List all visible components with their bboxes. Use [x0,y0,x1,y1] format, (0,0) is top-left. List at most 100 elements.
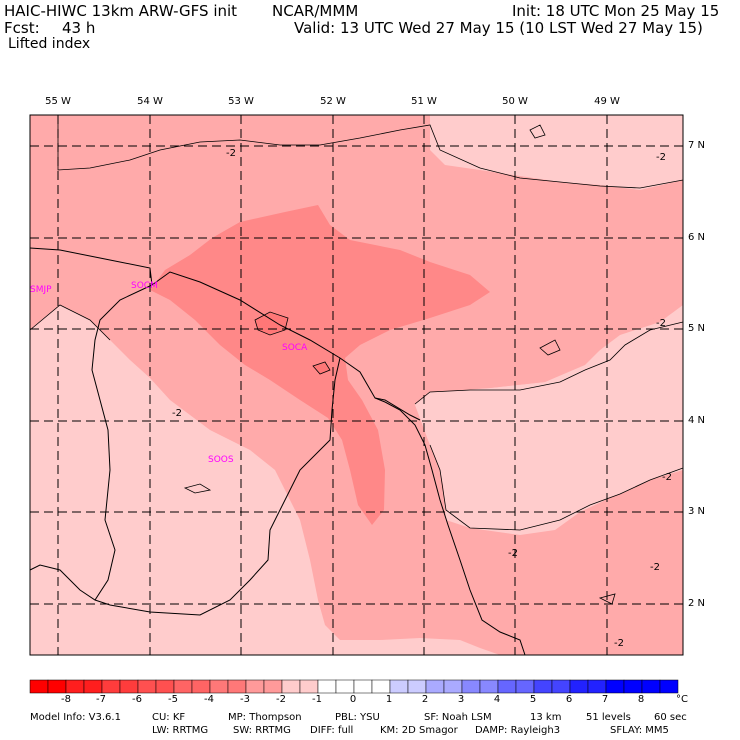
colorbar-swatch [443,679,463,694]
station-label-soos: SOOS [208,455,234,465]
colorbar-tick: -5 [168,694,178,705]
colorbar-swatch [83,679,103,694]
colorbar-swatch [263,679,283,694]
footer-pbl: PBL: YSU [335,712,380,723]
colorbar-swatch [227,679,247,694]
lon-label-50w: 50 W [502,96,528,107]
footer-resolution: 13 km [530,712,562,723]
colorbar-tick: -3 [240,694,250,705]
lat-label-3n: 3 N [688,506,706,517]
contour-label: -2 [656,152,666,163]
footer-sw: SW: RRTMG [233,725,291,736]
contour-labels: -2 -2 -2 -2 -2 -2 -2 -2 [172,148,672,649]
forecast-hour: 43 h [62,19,96,37]
lon-label-51w: 51 W [411,96,437,107]
colorbar-swatch [191,679,211,694]
colorbar-swatch [101,679,121,694]
init-time: Init: 18 UTC Mon 25 May 15 [512,2,720,20]
footer-sf: SF: Noah LSM [424,712,492,723]
colorbar-swatch [209,679,229,694]
station-labels: SMJP SOCM SOCA SOOS [30,281,308,465]
colorbar-swatch [353,679,373,694]
colorbar-swatch [587,679,607,694]
colorbar-tick: -2 [276,694,286,705]
colorbar-swatch [335,679,355,694]
lon-label-54w: 54 W [137,96,163,107]
contour-label: -2 [662,472,672,483]
colorbar-swatch [479,679,499,694]
border-suriname-guyana [29,284,153,601]
contour-label: -2 [614,638,624,649]
colorbar-tick: 8 [637,694,645,705]
colorbar-tick: -8 [61,694,71,705]
lat-lon-grid [30,115,683,655]
colorbar-tick: -6 [132,694,142,705]
footer-model-info: Model Info: V3.6.1 [30,712,121,723]
lat-label-6n: 6 N [688,232,706,243]
colorbar-swatch [281,679,301,694]
shade-region-coastal-deep [255,312,288,335]
lon-label-49w: 49 W [594,96,620,107]
footer-lw: LW: RRTMG [152,725,209,736]
colorbar-tick: 2 [421,694,429,705]
forecast-label: Fcst: [4,19,40,37]
coastline [29,247,526,656]
colorbar-unit: °C [676,694,688,705]
border-suriname-frenchguiana [94,357,341,616]
station-label-smjp: SMJP [30,285,52,295]
shade-region-east-light [415,320,683,528]
lat-label-2n: 2 N [688,598,706,609]
contour-label: -2 [226,148,236,159]
model-title: HAIC-HIWC 13km ARW-GFS init [4,2,238,20]
colorbar-swatch [425,679,445,694]
colorbar-swatch [47,679,67,694]
colorbar-tick: 4 [493,694,501,705]
lat-label-5n: 5 N [688,323,706,334]
colorbar-tick: -1 [312,694,322,705]
colorbar-tick: -7 [96,694,106,705]
footer-damp: DAMP: Rayleigh3 [475,725,561,736]
colorbar-swatch [299,679,319,694]
colorbar-tick: 1 [385,694,393,705]
colorbar-swatch [65,679,85,694]
footer-cu: CU: KF [152,712,186,723]
footer-timestep: 60 sec [654,712,687,723]
colorbar-tick: 7 [601,694,609,705]
colorbar-swatch [461,679,481,694]
colorbar-tick: 3 [457,694,465,705]
footer-levels: 51 levels [586,712,631,723]
colorbar-swatch [119,679,139,694]
colorbar-swatch [389,679,409,694]
colorbar-swatch [317,679,337,694]
footer-sflay: SFLAY: MM5 [610,725,669,736]
colorbar-tick: 6 [565,694,573,705]
lat-label-4n: 4 N [688,415,706,426]
org-label: NCAR/MMM [272,2,359,20]
station-label-soca: SOCA [282,343,308,353]
colorbar-swatch [641,679,661,694]
contour-label: -2 [656,318,666,329]
colorbar-swatch [623,679,643,694]
border-frenchguiana-brazil [374,397,421,421]
field-name: Lifted index [8,36,91,52]
colorbar-swatch [497,679,517,694]
colorbar-swatch [533,679,553,694]
colorbar-swatch [407,679,427,694]
lon-label-52w: 52 W [320,96,346,107]
colorbar-swatch [245,679,265,694]
shade-region-southwest [30,305,500,655]
footer-mp: MP: Thompson [228,712,302,723]
colorbar-swatch [173,679,193,694]
colorbar-swatch [137,679,157,694]
colorbar-swatch [29,679,49,694]
station-label-socm: SOCM [131,281,158,291]
footer-km: KM: 2D Smagor [380,725,458,736]
lat-label-7n: 7 N [688,140,706,151]
colorbar-swatch [659,679,679,694]
colorbar-swatch [155,679,175,694]
colorbar [29,679,679,694]
contour-label: -2 [650,562,660,573]
colorbar-swatch [371,679,391,694]
colorbar-swatch [569,679,589,694]
lon-label-55w: 55 W [45,96,71,107]
